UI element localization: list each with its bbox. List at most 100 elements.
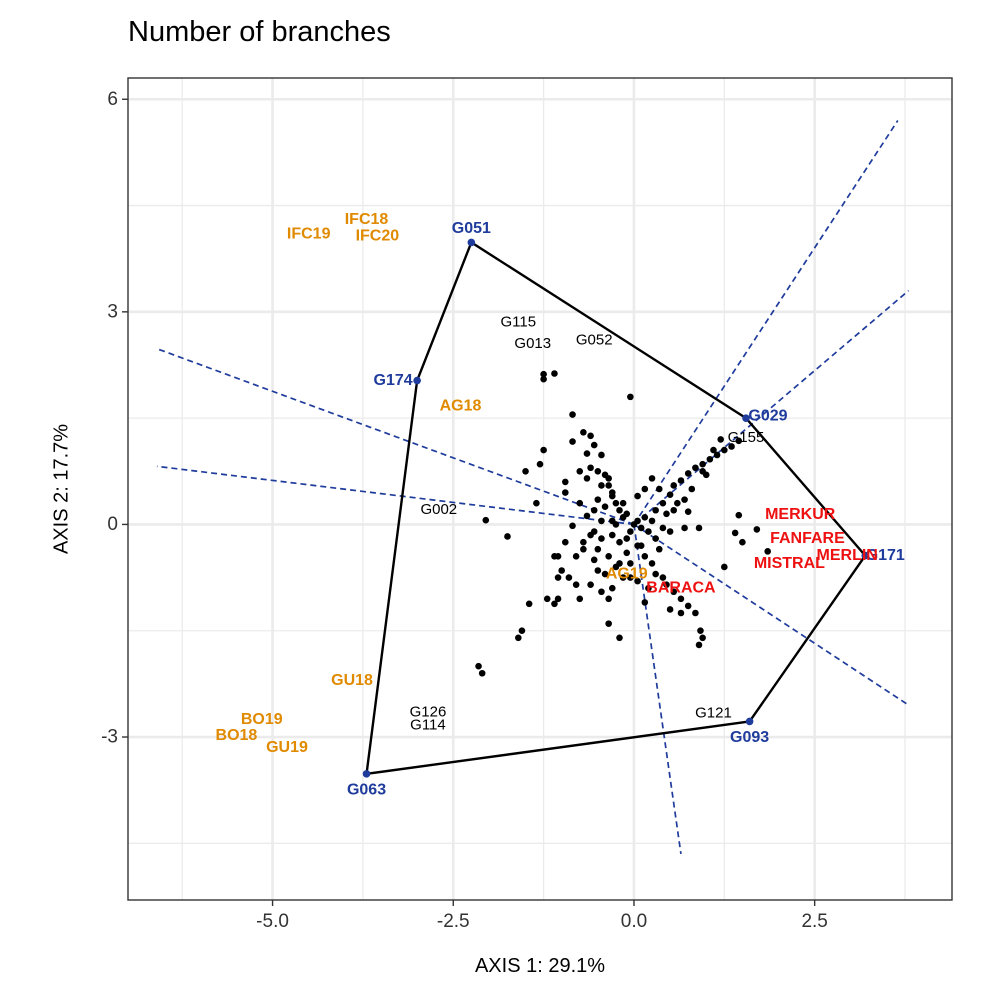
genotype-point	[728, 443, 735, 450]
grid-lines	[128, 78, 952, 900]
check-variety-label: MERKUR	[765, 506, 836, 523]
genotype-point	[697, 627, 704, 635]
genotype-point	[666, 491, 674, 498]
genotype-point	[764, 548, 771, 555]
genotype-point	[605, 482, 612, 489]
y-tick-label: -3	[101, 727, 118, 748]
genotype-point	[699, 460, 706, 468]
genotype-point	[634, 517, 641, 525]
panel-border	[127, 77, 953, 901]
genotype-point	[587, 581, 594, 588]
genotype-point	[580, 429, 587, 436]
genotype-point	[598, 535, 605, 542]
genotype-point	[482, 516, 490, 524]
genotype-point	[627, 560, 634, 567]
genotype-point	[634, 492, 641, 500]
genotype-point	[702, 471, 710, 479]
genotype-point	[598, 482, 605, 489]
genotype-point	[554, 553, 562, 560]
genotype-point	[594, 467, 602, 475]
genotype-point	[551, 370, 558, 377]
genotype-point	[598, 451, 605, 459]
y-axis-label: AXIS 2: 17.7%	[50, 423, 73, 555]
genotype-label: G121	[695, 704, 732, 721]
genotype-point	[605, 620, 612, 627]
genotype-point	[583, 475, 591, 482]
genotype-label: G002	[420, 501, 457, 518]
genotype-point	[637, 524, 645, 532]
genotype-point	[648, 560, 656, 567]
genotype-point	[721, 446, 728, 454]
genotype-point	[681, 524, 688, 532]
genotype-point	[554, 595, 562, 603]
vertex-label: G029	[748, 408, 787, 425]
genotype-point	[475, 662, 482, 670]
genotype-point	[583, 512, 591, 520]
genotype-point	[731, 529, 739, 537]
genotype-point	[684, 470, 692, 477]
genotype-point	[692, 609, 699, 617]
genotype-point	[623, 535, 631, 542]
genotype-point	[608, 584, 616, 592]
genotype-point	[572, 581, 580, 588]
ray-line	[633, 523, 910, 706]
genotype-point	[677, 595, 685, 603]
genotype-point	[641, 514, 649, 521]
genotype-point	[587, 464, 594, 472]
genotype-point	[677, 477, 685, 484]
genotype-point	[536, 460, 544, 468]
environment-label: GU19	[266, 739, 308, 756]
genotype-points	[475, 370, 771, 677]
genotype-point	[717, 436, 725, 443]
genotype-point	[533, 499, 540, 507]
x-tick-label: 0.0	[621, 911, 647, 932]
genotype-point	[580, 538, 587, 546]
genotype-point	[692, 464, 699, 472]
genotype-point	[641, 599, 649, 606]
x-tick-label: -2.5	[437, 911, 470, 932]
genotype-point	[706, 455, 714, 463]
genotype-point	[641, 485, 649, 493]
genotype-point	[659, 524, 667, 532]
genotype-point	[522, 467, 529, 475]
genotype-point	[684, 602, 692, 610]
genotype-point	[681, 496, 688, 503]
genotype-point	[540, 375, 547, 383]
genotype-point	[561, 478, 569, 486]
environment-label: IFC20	[356, 228, 400, 245]
genotype-point	[551, 600, 558, 608]
genotype-point	[688, 485, 696, 493]
genotype-point	[645, 584, 652, 592]
x-tick-label: 2.5	[801, 911, 827, 932]
genotype-point	[648, 475, 656, 482]
genotype-point	[540, 446, 547, 454]
genotype-point	[518, 627, 526, 635]
genotype-point	[598, 517, 605, 525]
genotype-point	[583, 450, 591, 457]
genotype-point	[587, 432, 594, 440]
ray-line	[156, 465, 635, 526]
genotype-point	[612, 499, 620, 507]
vertex-point	[362, 770, 371, 778]
genotype-point	[616, 634, 623, 642]
genotype-point	[663, 510, 670, 518]
genotype-point	[627, 574, 634, 581]
genotype-label: G155	[728, 429, 765, 446]
genotype-point	[627, 393, 634, 401]
genotype-point	[670, 482, 678, 489]
genotype-point	[543, 595, 551, 603]
genotype-point	[540, 370, 547, 378]
y-tick-label: 0	[107, 514, 118, 535]
genotype-point	[576, 467, 584, 475]
genotype-point	[561, 489, 569, 496]
genotype-point	[634, 577, 641, 585]
genotype-point	[739, 538, 746, 546]
genotype-point	[670, 588, 678, 596]
genotype-point	[616, 506, 623, 514]
genotype-point	[594, 496, 602, 503]
genotype-point	[601, 570, 609, 578]
check-variety-label: FANFARE	[770, 530, 845, 547]
genotype-point	[645, 528, 652, 535]
genotype-point	[515, 634, 522, 642]
